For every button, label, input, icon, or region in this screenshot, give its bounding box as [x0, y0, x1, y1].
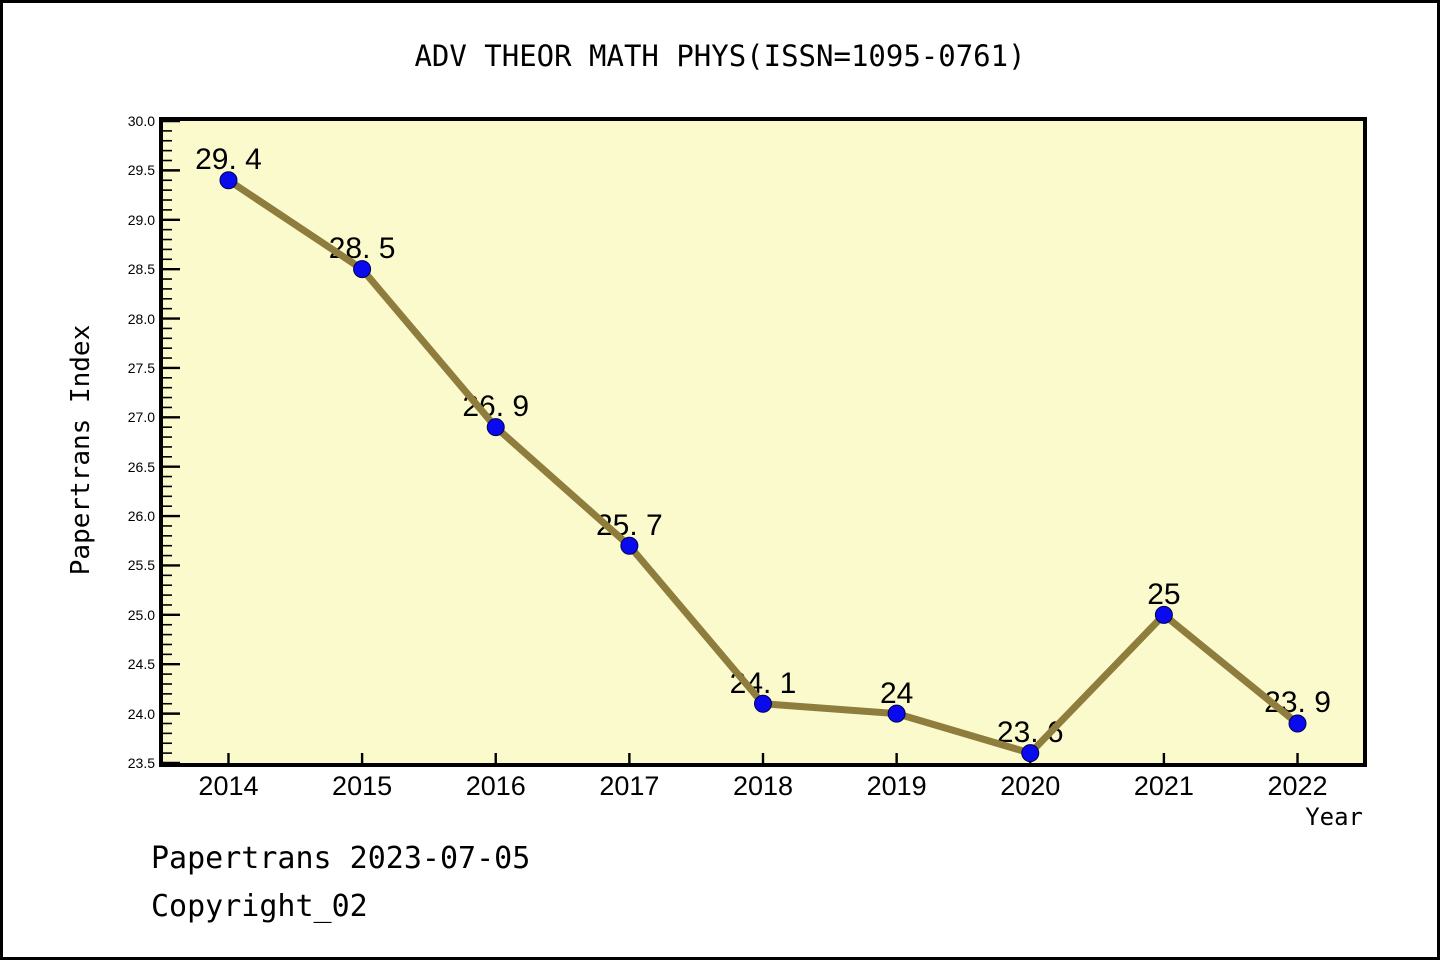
data-point	[1154, 605, 1173, 624]
x-tick-label: 2022	[1267, 771, 1328, 801]
data-point	[1288, 714, 1307, 733]
x-tick-label: 2014	[198, 771, 259, 801]
footer-copyright: Copyright_02	[151, 889, 368, 924]
y-tick-label: 24.0	[127, 705, 155, 722]
x-tick-label: 2017	[599, 771, 660, 801]
data-point	[219, 171, 238, 190]
y-tick-label: 29.5	[127, 162, 155, 179]
chart-title: ADV THEOR MATH PHYS(ISSN=1095-0761)	[414, 39, 1026, 73]
data-point	[887, 704, 906, 723]
y-tick-label: 24.5	[127, 656, 155, 673]
y-tick-label: 29.0	[127, 211, 155, 228]
data-point	[486, 418, 505, 437]
footer-date: Papertrans 2023-07-05	[151, 841, 531, 876]
x-tick-label: 2016	[465, 771, 526, 801]
data-point	[353, 260, 372, 279]
x-tick-label: 2018	[732, 771, 794, 801]
data-point-label: 29. 4	[195, 143, 262, 177]
line-series-svg	[163, 121, 1307, 763]
x-tick-label: 2021	[1133, 771, 1194, 801]
data-point-label: 24	[879, 676, 914, 710]
x-tick-label: 2015	[332, 771, 393, 801]
x-axis-title: Year	[1305, 803, 1363, 831]
y-axis-title: Papertrans Index	[66, 324, 96, 576]
x-tick-label: 2020	[1000, 771, 1061, 801]
x-tick-label: 2019	[866, 771, 927, 801]
y-tick-label: 23.5	[127, 755, 155, 771]
data-point	[620, 536, 639, 555]
data-point	[1021, 744, 1040, 763]
y-tick-label: 25.0	[127, 606, 155, 623]
data-point	[754, 694, 772, 713]
y-tick-label: 30.0	[127, 113, 155, 129]
plot-area: 29. 4 28. 5 26. 9 25. 7 24. 1 24 23. 6 25 23. 9	[159, 117, 1367, 767]
y-tick-label: 28.5	[127, 261, 155, 278]
data-point-label: 25	[1147, 577, 1181, 611]
